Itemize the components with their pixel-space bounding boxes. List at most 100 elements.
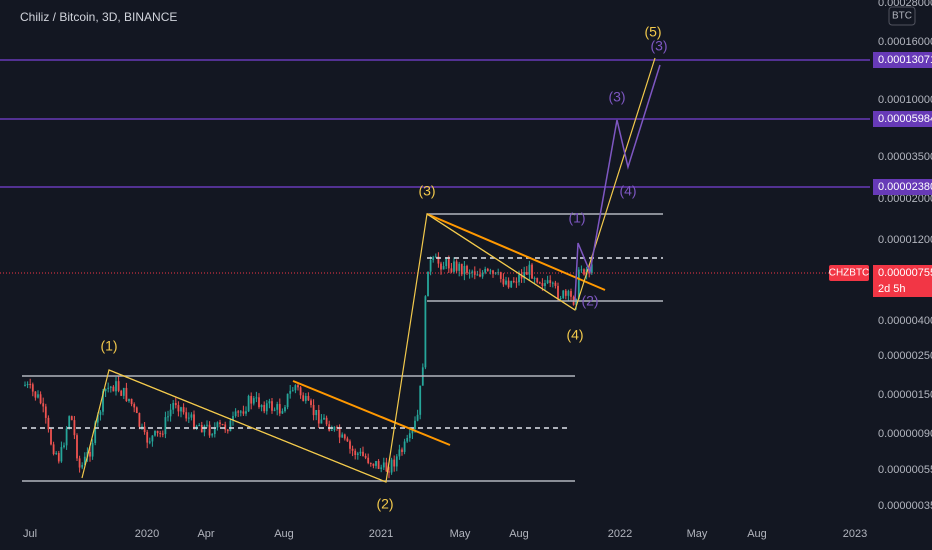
- candle-body: [499, 272, 502, 279]
- candle-body: [63, 445, 65, 448]
- candle-body: [128, 398, 130, 402]
- candle-body: [281, 411, 284, 414]
- candle-body: [323, 417, 325, 420]
- symbol-tag: [829, 265, 869, 281]
- level-tag: [873, 179, 932, 195]
- candle-body: [502, 278, 505, 285]
- candle-body: [302, 395, 305, 401]
- time-label: 2021: [369, 528, 393, 540]
- level-tag-label: 0.00013071: [878, 54, 932, 66]
- candle-body: [250, 395, 253, 404]
- candle-body: [307, 396, 310, 401]
- level-tags: 0.00013071 0.00005984 0.00002380 CHZBTC …: [829, 52, 932, 297]
- wave-label: (4): [619, 183, 636, 199]
- candle-body: [34, 391, 37, 398]
- candle-body: [265, 403, 268, 412]
- candle-body: [317, 409, 320, 424]
- candle-body: [57, 453, 60, 462]
- candle-body: [385, 462, 388, 472]
- candle-body: [320, 419, 323, 424]
- candle-body: [135, 407, 138, 414]
- candle-body: [39, 394, 42, 404]
- candle-body: [55, 453, 58, 455]
- candle-body: [450, 268, 453, 272]
- candle-body: [429, 259, 432, 272]
- price-label: 0.00000150: [878, 389, 932, 401]
- candle-body: [31, 384, 34, 392]
- candle-body: [346, 438, 349, 442]
- candle-body: [234, 411, 237, 417]
- candle-body: [518, 274, 520, 283]
- candle-body: [263, 405, 266, 412]
- candle-body: [325, 417, 328, 425]
- candle-body: [159, 433, 162, 435]
- candle-body: [440, 263, 442, 270]
- price-label: 0.00000055: [878, 464, 932, 476]
- candle-body: [125, 387, 128, 402]
- candle-body: [434, 256, 437, 258]
- candle-body: [169, 409, 172, 417]
- candle-body: [60, 447, 63, 462]
- candle-body: [156, 430, 159, 434]
- time-label: 2020: [135, 528, 159, 540]
- candle-body: [362, 451, 364, 456]
- candle-body: [278, 404, 281, 414]
- candle-body: [193, 414, 195, 429]
- candle-body: [515, 281, 518, 283]
- candle-body: [486, 268, 489, 271]
- candle-body: [432, 257, 435, 260]
- level-tag-label: 0.00002380: [878, 181, 932, 193]
- candle-body: [354, 450, 357, 456]
- candle-body: [505, 280, 507, 285]
- candle-body: [255, 397, 258, 399]
- wave-label: (2): [581, 293, 598, 309]
- candle-body: [338, 427, 341, 438]
- candle-body: [122, 387, 125, 396]
- candle-body: [96, 414, 99, 423]
- wave-label: (3): [418, 183, 435, 199]
- candle-body: [330, 429, 333, 431]
- candle-body: [484, 268, 487, 273]
- candle-body: [24, 384, 26, 386]
- candles: [24, 252, 593, 479]
- candle-body: [29, 384, 32, 386]
- candle-body: [174, 403, 177, 406]
- level-tag-label: 0.00005984: [878, 113, 932, 125]
- candle-body: [590, 264, 593, 274]
- candle-body: [538, 282, 541, 284]
- candle-body: [239, 411, 242, 413]
- price-label: 0.00000400: [878, 315, 932, 327]
- candle-body: [154, 430, 156, 436]
- countdown-label: 2d 5h: [878, 283, 906, 295]
- candle-body: [442, 266, 445, 270]
- candle-body: [416, 414, 419, 421]
- candle-body: [541, 283, 544, 286]
- candle-body: [533, 278, 536, 280]
- candle-body: [372, 463, 375, 466]
- candle-body: [310, 400, 312, 405]
- candle-body: [492, 270, 494, 274]
- unit-label: BTC: [892, 11, 912, 22]
- candle-body: [109, 386, 112, 388]
- candle-body: [44, 406, 47, 418]
- candle-body: [200, 424, 203, 433]
- candle-body: [65, 428, 68, 446]
- candle-body: [68, 416, 71, 429]
- candle-body: [424, 296, 427, 368]
- candle-body: [206, 424, 208, 426]
- trend-line: [292, 380, 451, 446]
- wave-label: (5): [644, 24, 661, 40]
- candle-body: [289, 390, 292, 394]
- candle-body: [268, 401, 271, 404]
- wave-path: [574, 64, 661, 301]
- candle-body: [507, 280, 510, 288]
- candle-body: [37, 394, 39, 398]
- time-label: Aug: [747, 528, 767, 540]
- candle-body: [182, 407, 185, 413]
- candle-body: [211, 434, 214, 436]
- candle-body: [463, 266, 466, 275]
- candle-body: [89, 451, 91, 457]
- candle-body: [151, 435, 154, 442]
